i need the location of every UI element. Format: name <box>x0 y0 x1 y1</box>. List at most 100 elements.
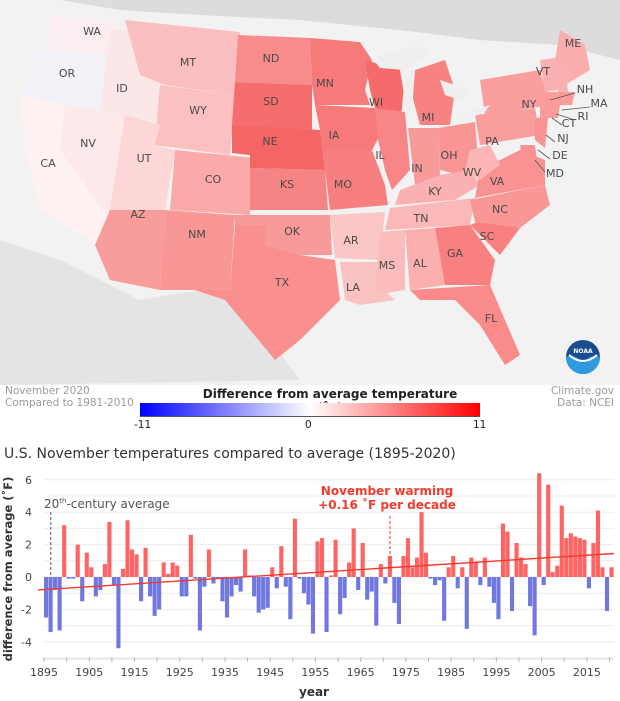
state-region-ut <box>110 115 175 210</box>
x-tick-label: 1985 <box>437 666 465 679</box>
state-region-mo <box>322 150 388 210</box>
state-region-sd <box>232 82 312 130</box>
y-axis-ticks: 6 4 2 0 -2 -4 <box>21 474 32 649</box>
state-region-wa <box>48 15 120 55</box>
y-tick-label: -4 <box>21 636 32 649</box>
y-tick-label: 0 <box>25 571 32 584</box>
noaa-logo-wave <box>566 355 600 374</box>
state-region-wv <box>465 145 500 180</box>
bar-1944 <box>265 577 270 608</box>
bar-1923 <box>170 562 175 577</box>
bar-1987 <box>460 567 465 577</box>
us-map: WA OR ID MT WY CA NV UT CO AZ NM ND SD NE KS OK TX MN IA MO… <box>0 0 620 385</box>
x-tick-label: 1925 <box>166 666 194 679</box>
bar-1996 <box>500 523 506 577</box>
x-axis-ticks: 1895 1905 1915 1925 1935 1945 1955 1965 1975 1985… <box>30 657 614 679</box>
state-region-nc <box>470 185 550 228</box>
state-label-de: DE <box>552 149 567 162</box>
bar-1914 <box>129 549 135 577</box>
state-region-nv <box>60 105 125 220</box>
bar-1977 <box>414 557 420 577</box>
state-region-ne <box>232 125 325 170</box>
state-region-ct <box>540 105 560 118</box>
bar-1993 <box>487 577 492 587</box>
state-label-ms: MS <box>379 259 395 272</box>
bar-1938 <box>238 577 243 592</box>
state-region-ia <box>315 105 380 150</box>
bar-1950 <box>292 518 297 577</box>
bar-1972 <box>392 577 397 603</box>
state-label-co: CO <box>205 173 222 186</box>
bar-2007 <box>550 572 555 577</box>
state-leader-line <box>551 117 563 126</box>
state-label-wa: WA <box>83 25 101 38</box>
bar-1924 <box>175 565 180 577</box>
state-region-ar <box>330 212 385 260</box>
x-tick-label: 1995 <box>482 666 510 679</box>
bar-2008 <box>555 565 560 577</box>
bar-1984 <box>446 567 451 577</box>
bar-1982 <box>437 577 442 581</box>
map-period: November 2020 <box>5 385 90 397</box>
state-region-la <box>340 262 395 305</box>
bar-1986 <box>455 577 460 589</box>
x-axis-label: year <box>299 685 329 699</box>
bar-2015 <box>586 577 591 589</box>
bar-1946 <box>274 577 279 589</box>
bar-2009 <box>559 505 564 577</box>
state-label-il: IL <box>375 149 385 162</box>
x-tick-label: 1975 <box>392 666 420 679</box>
state-label-ky: KY <box>428 185 442 198</box>
state-label-nd: ND <box>263 52 280 65</box>
bar-1929 <box>197 577 202 631</box>
bar-1952 <box>301 577 306 594</box>
warming-annotation-line2: +0.16 ˚F per decade <box>318 497 456 512</box>
canada-landmass <box>60 0 620 60</box>
bar-1910 <box>111 577 116 586</box>
state-region-wy <box>155 85 235 155</box>
bar-1917 <box>143 547 148 577</box>
bar-1968 <box>374 577 379 626</box>
bar-1900 <box>66 577 71 579</box>
bar-1903 <box>80 577 85 602</box>
state-region-az <box>95 210 165 290</box>
state-region-ny <box>480 70 550 115</box>
bar-2004 <box>537 473 542 577</box>
bar-1911 <box>116 577 121 649</box>
state-leader-line <box>549 92 576 101</box>
bar-1958 <box>329 575 334 577</box>
bar-2000 <box>519 557 524 577</box>
warming-annotation-line1: November warming <box>321 484 453 498</box>
state-label-nj: NJ <box>557 132 568 145</box>
state-label-ut: UT <box>137 152 152 165</box>
state-label-mn: MN <box>316 77 334 90</box>
state-region-ks <box>250 168 328 210</box>
lake-erie <box>460 105 490 120</box>
state-label-wy: WY <box>189 104 207 117</box>
state-label-va: VA <box>490 175 505 188</box>
state-label-fl: FL <box>485 312 498 325</box>
state-label-mo: MO <box>334 178 352 191</box>
noaa-logo-bird <box>568 354 598 362</box>
bar-1898 <box>57 577 62 631</box>
x-tick-label: 1965 <box>347 666 375 679</box>
x-tick-label: 1945 <box>256 666 284 679</box>
bar-1956 <box>319 538 325 577</box>
state-region-mn <box>310 38 372 105</box>
bar-1981 <box>433 577 438 586</box>
bar-1907 <box>98 577 103 590</box>
legend-max-label: 11 <box>473 419 487 431</box>
state-label-ar: AR <box>343 234 359 247</box>
bar-1998 <box>509 577 515 612</box>
state-region-id <box>100 30 165 125</box>
bar-1941 <box>252 577 257 597</box>
map-baseline: Compared to 1981-2010 <box>5 397 134 409</box>
bar-1966 <box>365 577 370 600</box>
state-label-pa: PA <box>485 135 499 148</box>
bar-1965 <box>360 542 365 577</box>
bar-1913 <box>125 520 130 577</box>
color-scale-bar <box>140 403 480 417</box>
state-leader-line <box>545 134 556 143</box>
bar-1902 <box>75 544 80 577</box>
